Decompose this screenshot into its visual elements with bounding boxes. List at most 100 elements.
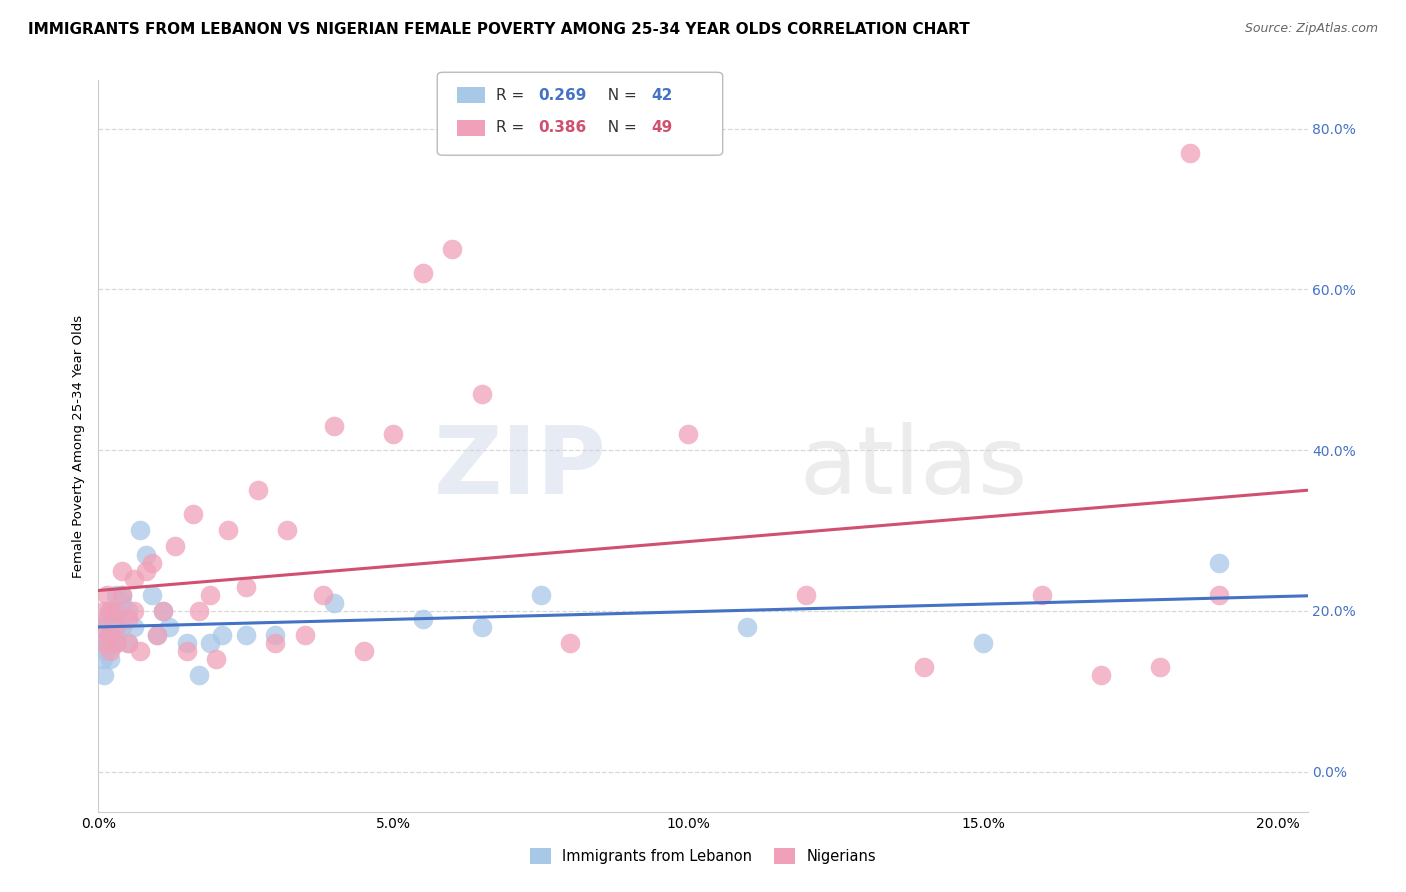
Point: [141, 556, 163, 570]
Point: [128, 524, 150, 538]
Legend: Immigrants from Lebanon, Nigerians: Immigrants from Lebanon, Nigerians: [524, 842, 882, 871]
Point: [122, 604, 145, 618]
Point: [100, 628, 122, 642]
Point: [235, 580, 257, 594]
Point: [264, 628, 287, 642]
Text: 0.269: 0.269: [538, 88, 586, 103]
Point: [98, 620, 121, 634]
Point: [235, 628, 257, 642]
Point: [246, 483, 269, 498]
Point: [471, 386, 494, 401]
Point: [205, 652, 228, 666]
Text: N =: N =: [598, 88, 641, 103]
Point: [135, 548, 157, 562]
Point: [176, 636, 198, 650]
Point: [200, 636, 222, 650]
Point: [128, 644, 150, 658]
Point: [294, 628, 316, 642]
Point: [560, 636, 582, 650]
Text: 49: 49: [651, 120, 672, 135]
Point: [382, 426, 405, 441]
Text: atlas: atlas: [800, 422, 1028, 514]
Point: [105, 636, 128, 650]
Point: [105, 588, 128, 602]
Point: [471, 620, 494, 634]
Text: 0.386: 0.386: [538, 120, 586, 135]
Point: [105, 628, 128, 642]
Text: IMMIGRANTS FROM LEBANON VS NIGERIAN FEMALE POVERTY AMONG 25-34 YEAR OLDS CORRELA: IMMIGRANTS FROM LEBANON VS NIGERIAN FEMA…: [28, 22, 970, 37]
Point: [105, 636, 128, 650]
Point: [90, 636, 112, 650]
Point: [412, 612, 434, 626]
Point: [412, 266, 434, 280]
Text: 42: 42: [651, 88, 672, 103]
Text: R =: R =: [496, 88, 530, 103]
Point: [735, 620, 758, 634]
Point: [98, 652, 121, 666]
Point: [101, 604, 124, 618]
Point: [111, 620, 134, 634]
Point: [93, 604, 115, 618]
Text: N =: N =: [598, 120, 641, 135]
Point: [912, 660, 935, 674]
Point: [678, 426, 700, 441]
Point: [91, 652, 114, 666]
Point: [152, 604, 174, 618]
Point: [311, 588, 333, 602]
Point: [264, 636, 287, 650]
Point: [972, 636, 994, 650]
Point: [117, 636, 139, 650]
Point: [96, 612, 118, 626]
Point: [94, 644, 117, 658]
Point: [117, 636, 139, 650]
Text: Source: ZipAtlas.com: Source: ZipAtlas.com: [1244, 22, 1378, 36]
Point: [1090, 668, 1112, 682]
Point: [111, 596, 134, 610]
Point: [165, 540, 187, 554]
Point: [1031, 588, 1053, 602]
Point: [93, 620, 115, 634]
Point: [96, 588, 118, 602]
Point: [98, 636, 121, 650]
Point: [98, 604, 121, 618]
Point: [1208, 556, 1230, 570]
Point: [98, 604, 121, 618]
Point: [111, 588, 134, 602]
Point: [122, 572, 145, 586]
Point: [1178, 145, 1201, 160]
Point: [323, 418, 346, 433]
Point: [98, 628, 121, 642]
Point: [1208, 588, 1230, 602]
Point: [353, 644, 375, 658]
Point: [111, 588, 134, 602]
Point: [176, 644, 198, 658]
Point: [187, 668, 209, 682]
Y-axis label: Female Poverty Among 25-34 Year Olds: Female Poverty Among 25-34 Year Olds: [72, 315, 86, 577]
Point: [181, 508, 204, 522]
Text: R =: R =: [496, 120, 530, 135]
Point: [157, 620, 180, 634]
Point: [794, 588, 817, 602]
Point: [211, 628, 233, 642]
Point: [141, 588, 163, 602]
Point: [200, 588, 222, 602]
Point: [105, 620, 128, 634]
Point: [111, 564, 134, 578]
Point: [323, 596, 346, 610]
Point: [98, 644, 121, 658]
Text: ZIP: ZIP: [433, 422, 606, 514]
Point: [276, 524, 298, 538]
Point: [122, 620, 145, 634]
Point: [93, 636, 115, 650]
Point: [1149, 660, 1171, 674]
Point: [117, 612, 139, 626]
Point: [93, 668, 115, 682]
Point: [96, 636, 118, 650]
Point: [105, 604, 128, 618]
Point: [105, 612, 128, 626]
Point: [217, 524, 239, 538]
Point: [187, 604, 209, 618]
Point: [441, 242, 464, 256]
Point: [146, 628, 169, 642]
Point: [146, 628, 169, 642]
